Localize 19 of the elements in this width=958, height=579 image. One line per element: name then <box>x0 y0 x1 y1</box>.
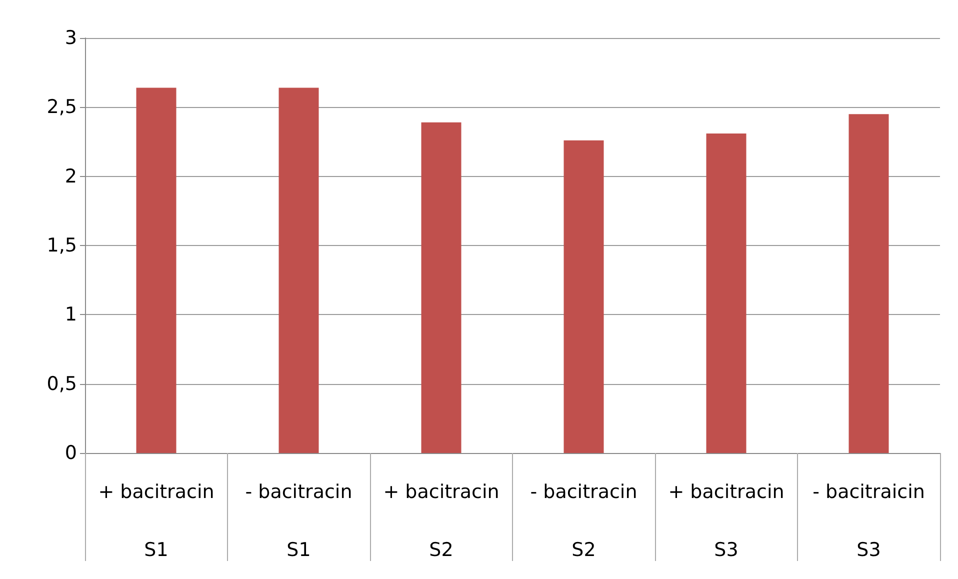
y-tick-label: 2 <box>64 165 77 188</box>
y-tick-label: 0,5 <box>46 372 77 395</box>
category-label: - bacitraicin S3 <box>812 481 925 561</box>
category-label: - bacitracin S2 <box>530 481 638 561</box>
y-tick-label: 3 <box>64 27 77 49</box>
bar <box>421 122 462 453</box>
category-label: + bacitracin S3 <box>668 481 784 561</box>
category-label: - bacitracin S1 <box>245 481 352 561</box>
bar <box>136 88 176 453</box>
category-label: + bacitracin S2 <box>383 481 500 561</box>
bar <box>848 114 889 453</box>
category-label: + bacitracin S1 <box>98 481 214 561</box>
y-tick-label: 1,5 <box>46 234 77 256</box>
y-tick-label: 0 <box>64 442 77 464</box>
y-tick-label: 1 <box>64 304 77 326</box>
y-tick-label: 2,5 <box>46 96 77 118</box>
bar <box>706 133 746 453</box>
bar <box>564 140 604 453</box>
bar <box>278 88 319 453</box>
